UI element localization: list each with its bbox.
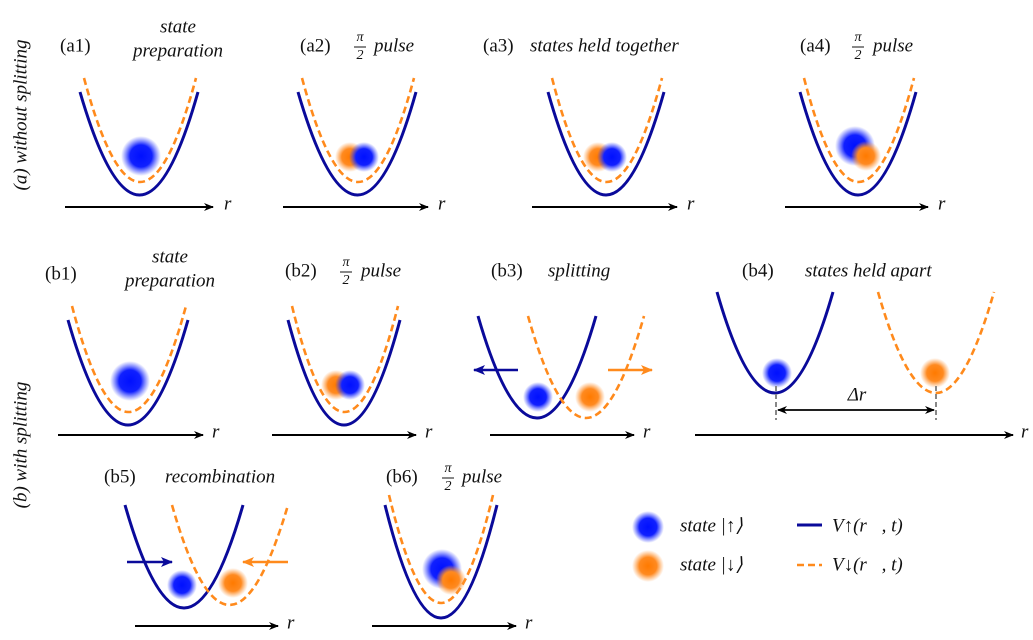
legend-state-down xyxy=(632,550,664,582)
panel-caption: preparation xyxy=(123,270,215,291)
panel-label: (b3) xyxy=(491,260,523,281)
potential-down xyxy=(300,77,416,184)
potential-up xyxy=(798,91,918,197)
axis-label: r xyxy=(643,421,651,442)
axis-label: r xyxy=(287,612,295,633)
panel-caption: states held together xyxy=(530,35,679,56)
axis-label: r xyxy=(212,421,220,442)
axis-label: r xyxy=(438,193,446,214)
state-down xyxy=(218,568,248,598)
fraction-denominator: 2 xyxy=(343,273,350,288)
state-up xyxy=(335,370,365,400)
panel-caption: recombination xyxy=(165,466,275,487)
potential-up xyxy=(286,319,402,427)
legend-label: state |↑⟩ xyxy=(680,515,743,536)
panel-caption: splitting xyxy=(548,260,610,281)
panel-caption: pulse xyxy=(372,35,414,56)
potential-up xyxy=(78,91,200,197)
panel-caption: state xyxy=(152,246,188,267)
state-down xyxy=(851,141,881,171)
potential-down xyxy=(387,494,495,605)
state-up xyxy=(121,136,161,176)
panel-caption: pulse xyxy=(359,260,401,281)
state-up xyxy=(110,361,150,401)
state-down xyxy=(575,382,605,412)
potential-down xyxy=(290,305,400,414)
separation-label: Δr xyxy=(847,384,867,405)
side-label: (a) without splitting xyxy=(10,40,31,191)
state-up xyxy=(762,358,792,388)
axis-label: r xyxy=(938,193,946,214)
potential-up xyxy=(296,91,418,197)
panel-label: (a3) xyxy=(483,35,514,56)
state-down xyxy=(436,565,466,595)
potential-up xyxy=(123,504,245,610)
fraction-denominator: 2 xyxy=(445,479,452,494)
legend-label: V↓(r⃗, t) xyxy=(832,554,903,575)
potential-down xyxy=(170,504,290,607)
state-up xyxy=(523,382,553,412)
potential-down xyxy=(526,315,646,420)
panel-label: (a4) xyxy=(800,35,831,56)
panel-caption: pulse xyxy=(460,466,502,487)
axis-label: r xyxy=(687,193,695,214)
axis-label: r xyxy=(525,612,533,633)
fraction-numerator: π xyxy=(356,30,364,45)
state-down xyxy=(920,358,950,388)
panel-label: (b4) xyxy=(742,260,774,281)
fraction-numerator: π xyxy=(444,461,452,476)
fraction-numerator: π xyxy=(854,30,862,45)
fraction-numerator: π xyxy=(342,255,350,270)
panel-label: (b5) xyxy=(104,466,136,487)
panel-label: (b6) xyxy=(386,466,418,487)
potential-down xyxy=(82,77,198,184)
panel-caption: preparation xyxy=(131,40,223,61)
state-up xyxy=(167,570,197,600)
panel-label: (b2) xyxy=(285,260,317,281)
fraction-denominator: 2 xyxy=(855,48,862,63)
panel-label: (a2) xyxy=(300,35,331,56)
panel-caption: states held apart xyxy=(805,260,932,281)
state-up xyxy=(349,142,379,172)
potential-down xyxy=(550,77,664,184)
potential-down xyxy=(802,77,916,184)
legend-state-up xyxy=(632,511,664,543)
panel-caption: pulse xyxy=(871,35,913,56)
legend-label: V↑(r⃗, t) xyxy=(832,515,903,536)
potential-up xyxy=(476,315,598,420)
axis-label: r xyxy=(1021,421,1029,442)
potential-up xyxy=(715,291,835,395)
side-label: (b) with splitting xyxy=(10,382,31,509)
potential-up xyxy=(546,91,666,197)
axis-label: r xyxy=(425,421,433,442)
potential-down xyxy=(70,305,188,414)
fraction-denominator: 2 xyxy=(357,48,364,63)
potential-down xyxy=(876,291,996,395)
potential-up xyxy=(383,504,499,620)
panel-label: (a1) xyxy=(60,35,91,56)
legend-label: state |↓⟩ xyxy=(680,554,743,575)
panel-caption: state xyxy=(160,16,196,37)
potential-up xyxy=(66,319,190,427)
panel-label: (b1) xyxy=(45,263,77,284)
axis-label: r xyxy=(224,193,232,214)
state-up xyxy=(597,142,627,172)
